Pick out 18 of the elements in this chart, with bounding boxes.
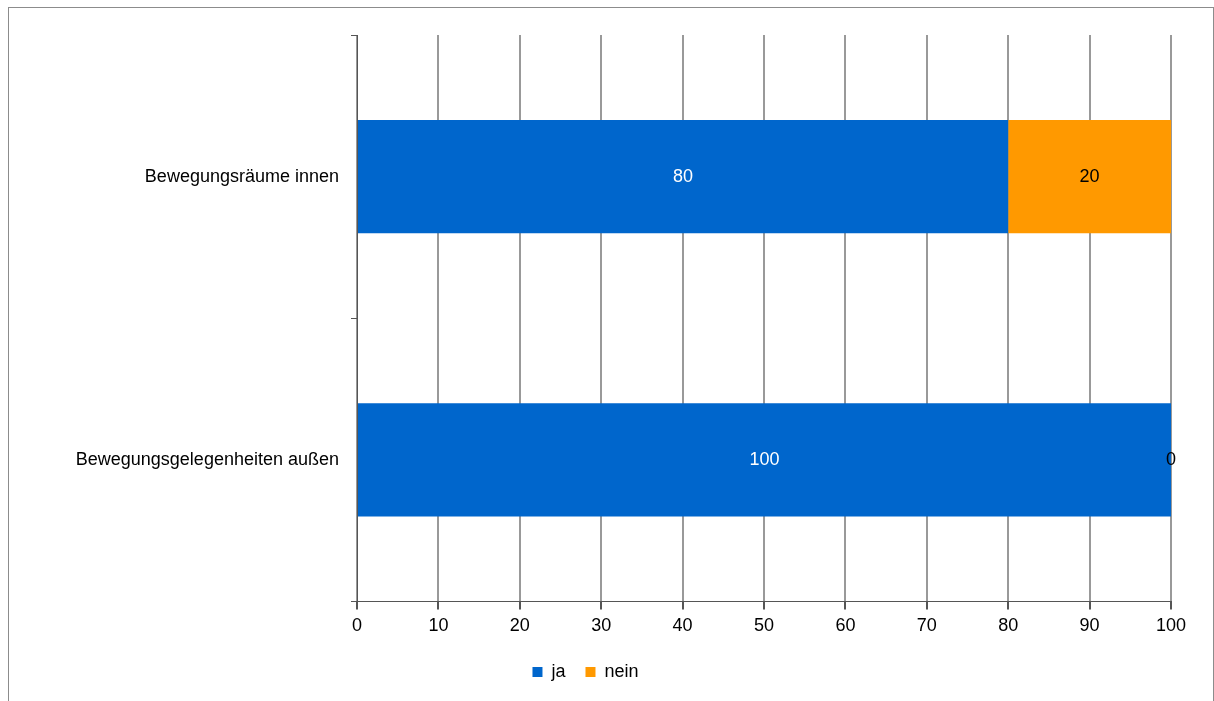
data-label: 80 <box>673 165 694 186</box>
x-tick-label: 60 <box>835 615 856 636</box>
x-tick-label: 40 <box>672 615 693 636</box>
y-tick-label: Bewegungsräume innen <box>144 165 339 186</box>
legend-label: nein <box>604 660 639 681</box>
x-tick-label: 100 <box>1155 615 1187 636</box>
x-tick-label: 30 <box>591 615 612 636</box>
legend-label: ja <box>550 660 567 681</box>
x-tick-label: 0 <box>351 615 363 636</box>
data-label: 20 <box>1079 165 1100 186</box>
x-tick-label: 80 <box>998 615 1019 636</box>
y-tick-label: Bewegungsgelegenheiten außen <box>75 448 339 469</box>
x-tick-label: 50 <box>753 615 775 636</box>
x-tick-label: 20 <box>509 615 530 636</box>
x-tick-label: 10 <box>428 615 449 636</box>
data-label: 100 <box>749 448 780 469</box>
x-tick-label: 70 <box>916 615 937 636</box>
x-tick-label: 90 <box>1079 615 1100 636</box>
